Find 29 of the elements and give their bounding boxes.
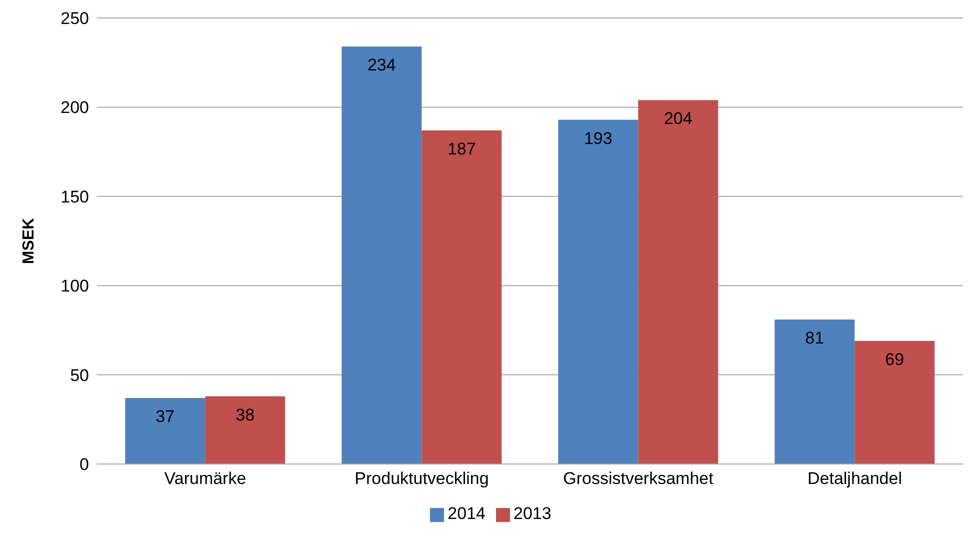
bar	[342, 46, 422, 464]
bar	[854, 340, 935, 464]
y-tick-label: 100	[60, 276, 89, 296]
bar	[558, 120, 638, 464]
data-label: 234	[367, 56, 396, 75]
bar	[422, 130, 502, 464]
bar	[205, 396, 286, 464]
data-label: 69	[885, 350, 904, 369]
data-label: 204	[664, 109, 692, 128]
x-tick-label: Produktutveckling	[354, 469, 489, 488]
data-label: 193	[584, 128, 612, 148]
data-label: 37	[156, 407, 175, 426]
legend-label: 2014	[448, 504, 486, 523]
data-label: 38	[236, 405, 255, 424]
data-label: 81	[805, 328, 824, 348]
y-tick-label: 0	[80, 455, 89, 474]
y-axis-title: MSEK	[20, 217, 38, 264]
x-tick-label: Grossistverksamhet	[563, 469, 714, 488]
bar	[638, 100, 718, 464]
legend-label: 2013	[514, 504, 552, 523]
y-tick-label: 200	[60, 98, 89, 118]
y-tick-label: 150	[60, 187, 89, 206]
x-tick-label: Varumärke	[164, 469, 246, 488]
x-tick-label: Detaljhandel	[807, 469, 902, 488]
y-tick-label: 50	[70, 366, 89, 385]
y-tick-label: 250	[60, 9, 89, 28]
bar	[774, 319, 855, 464]
data-label: 187	[447, 139, 476, 158]
bar	[125, 398, 206, 464]
